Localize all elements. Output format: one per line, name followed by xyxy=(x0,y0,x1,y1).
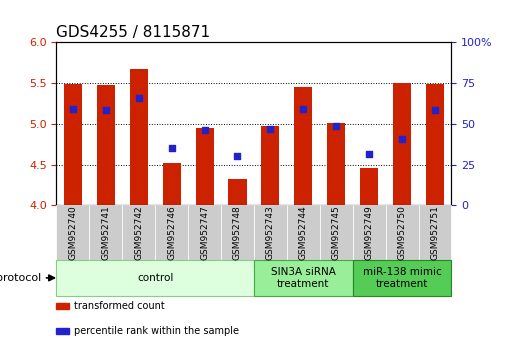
Text: transformed count: transformed count xyxy=(74,301,165,311)
Text: SIN3A siRNA
treatment: SIN3A siRNA treatment xyxy=(271,267,336,289)
Point xyxy=(431,107,439,113)
Bar xyxy=(97,85,115,205)
Text: GSM952750: GSM952750 xyxy=(398,205,407,260)
Text: control: control xyxy=(137,273,173,283)
Bar xyxy=(195,128,213,205)
Text: miR-138 mimic
treatment: miR-138 mimic treatment xyxy=(363,267,442,289)
Point xyxy=(266,126,274,132)
Text: GSM952751: GSM952751 xyxy=(430,205,440,260)
Bar xyxy=(130,69,148,205)
Text: GSM952741: GSM952741 xyxy=(101,205,110,260)
Text: GSM952746: GSM952746 xyxy=(167,205,176,260)
Point xyxy=(69,107,77,112)
Bar xyxy=(228,179,247,205)
Text: GSM952749: GSM952749 xyxy=(365,205,373,260)
Text: GSM952748: GSM952748 xyxy=(233,205,242,260)
Text: GSM952747: GSM952747 xyxy=(200,205,209,260)
Bar xyxy=(360,168,378,205)
Point xyxy=(201,127,209,132)
Bar xyxy=(426,84,444,205)
Bar xyxy=(393,83,411,205)
Point xyxy=(134,95,143,101)
Bar xyxy=(294,87,312,205)
Text: GSM952745: GSM952745 xyxy=(332,205,341,260)
Text: protocol: protocol xyxy=(0,273,41,283)
Bar xyxy=(163,163,181,205)
Bar xyxy=(261,126,280,205)
Text: percentile rank within the sample: percentile rank within the sample xyxy=(74,326,240,336)
Point xyxy=(398,136,406,141)
Point xyxy=(102,107,110,113)
Point xyxy=(332,123,340,129)
Point xyxy=(233,154,242,159)
Text: GSM952743: GSM952743 xyxy=(266,205,275,260)
Text: GDS4255 / 8115871: GDS4255 / 8115871 xyxy=(56,25,210,40)
Text: GSM952742: GSM952742 xyxy=(134,205,143,260)
Bar xyxy=(327,123,345,205)
Bar xyxy=(64,84,82,205)
Point xyxy=(299,107,307,112)
Point xyxy=(168,145,176,151)
Point xyxy=(365,151,373,157)
Text: GSM952740: GSM952740 xyxy=(68,205,77,260)
Text: GSM952744: GSM952744 xyxy=(299,205,308,260)
